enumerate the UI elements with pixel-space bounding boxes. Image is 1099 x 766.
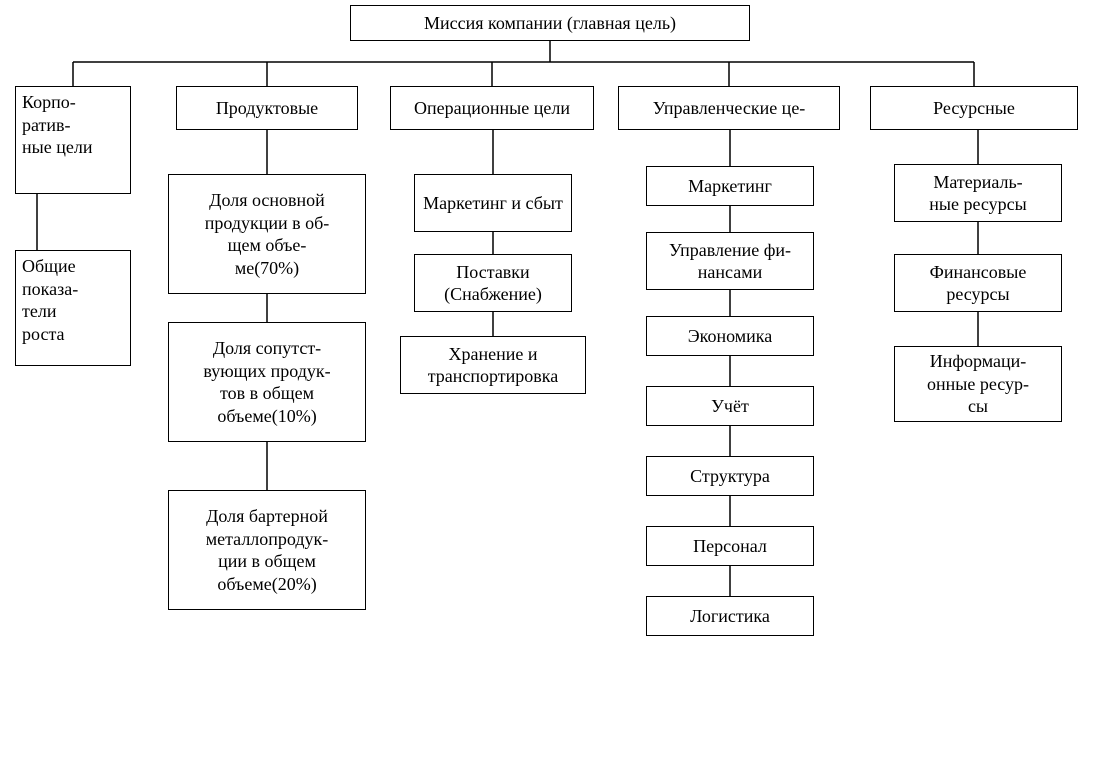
node-label: Доля сопутст- вующих продук- тов в общем… bbox=[175, 337, 359, 427]
node-corp1: Общие показа- тели роста bbox=[15, 250, 131, 366]
node-label: Экономика bbox=[688, 325, 773, 348]
node-label: Доля бартерной металлопродук- ции в обще… bbox=[175, 505, 359, 595]
node-label: Маркетинг и сбыт bbox=[423, 192, 563, 215]
node-oper: Операционные цели bbox=[390, 86, 594, 130]
node-label: Управление фи- нансами bbox=[669, 239, 791, 284]
node-prod2: Доля сопутст- вующих продук- тов в общем… bbox=[168, 322, 366, 442]
node-label: Операционные цели bbox=[414, 97, 570, 120]
node-prod3: Доля бартерной металлопродук- ции в обще… bbox=[168, 490, 366, 610]
node-prod1: Доля основной продукции в об- щем объе- … bbox=[168, 174, 366, 294]
node-label: Доля основной продукции в об- щем объе- … bbox=[175, 189, 359, 279]
node-res1: Материаль- ные ресурсы bbox=[894, 164, 1062, 222]
node-prod: Продуктовые bbox=[176, 86, 358, 130]
node-oper1: Маркетинг и сбыт bbox=[414, 174, 572, 232]
node-label: Поставки (Снабжение) bbox=[421, 261, 565, 306]
node-mgmt5: Структура bbox=[646, 456, 814, 496]
node-mgmt7: Логистика bbox=[646, 596, 814, 636]
node-root: Миссия компании (главная цель) bbox=[350, 5, 750, 41]
node-label: Персонал bbox=[693, 535, 767, 558]
node-label: Хранение и транспортировка bbox=[407, 343, 579, 388]
node-res: Ресурсные bbox=[870, 86, 1078, 130]
node-res3: Информаци- онные ресур- сы bbox=[894, 346, 1062, 422]
node-mgmt: Управленческие це- bbox=[618, 86, 840, 130]
node-label: Логистика bbox=[690, 605, 770, 628]
node-label: Финансовые ресурсы bbox=[901, 261, 1055, 306]
node-label: Маркетинг bbox=[688, 175, 772, 198]
node-label: Учёт bbox=[711, 395, 749, 418]
node-label: Информаци- онные ресур- сы bbox=[927, 350, 1029, 418]
node-mgmt4: Учёт bbox=[646, 386, 814, 426]
org-chart-canvas: Миссия компании (главная цель) Корпо- рат… bbox=[0, 0, 1099, 766]
node-corp: Корпо- ратив- ные цели bbox=[15, 86, 131, 194]
node-label: Материаль- ные ресурсы bbox=[929, 171, 1027, 216]
node-label: Общие показа- тели роста bbox=[22, 255, 78, 345]
node-mgmt2: Управление фи- нансами bbox=[646, 232, 814, 290]
node-res2: Финансовые ресурсы bbox=[894, 254, 1062, 312]
node-oper3: Хранение и транспортировка bbox=[400, 336, 586, 394]
node-label: Миссия компании (главная цель) bbox=[424, 12, 676, 35]
node-mgmt3: Экономика bbox=[646, 316, 814, 356]
node-label: Ресурсные bbox=[933, 97, 1015, 120]
node-label: Продуктовые bbox=[216, 97, 318, 120]
node-label: Корпо- ратив- ные цели bbox=[22, 91, 92, 159]
node-label: Структура bbox=[690, 465, 770, 488]
node-oper2: Поставки (Снабжение) bbox=[414, 254, 572, 312]
node-mgmt1: Маркетинг bbox=[646, 166, 814, 206]
node-mgmt6: Персонал bbox=[646, 526, 814, 566]
node-label: Управленческие це- bbox=[653, 97, 806, 120]
